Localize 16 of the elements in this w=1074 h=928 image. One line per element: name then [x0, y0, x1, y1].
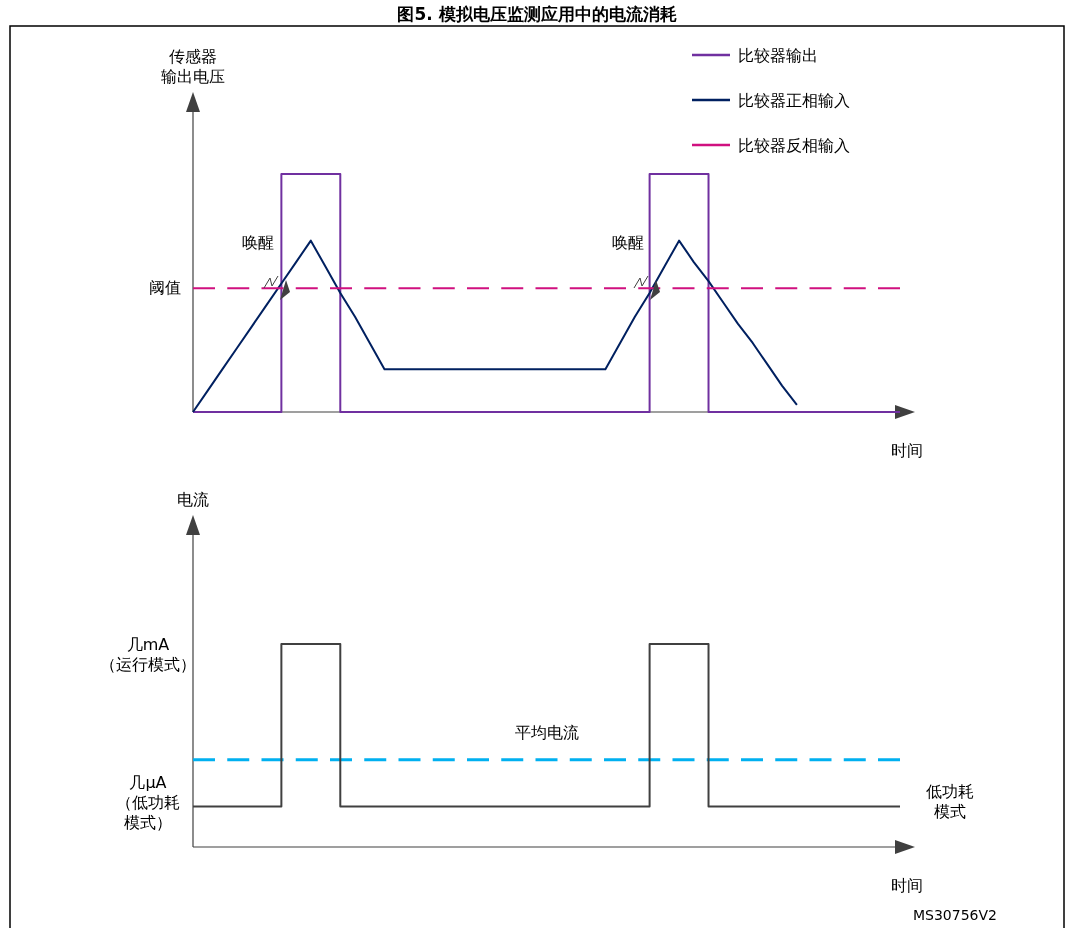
- legend-label: 比较器输出: [738, 46, 818, 65]
- ref-line-label: 平均电流: [514, 722, 579, 742]
- chart-title: 图5. 模拟电压监测应用中的电流消耗: [397, 4, 677, 24]
- annotation: 唤醒: [242, 233, 274, 252]
- x-axis-title: 时间: [891, 441, 923, 460]
- text: 阈值: [149, 278, 181, 297]
- y-axis-title: 电流: [177, 490, 209, 509]
- x-axis-title: 时间: [891, 876, 923, 895]
- annotation: 唤醒: [612, 233, 644, 252]
- text: 低功耗模式: [926, 782, 974, 821]
- y-axis-title: 传感器输出电压: [161, 47, 225, 86]
- text: 几μA（低功耗模式）: [116, 773, 180, 832]
- legend-label: 比较器反相输入: [738, 136, 850, 155]
- legend-label: 比较器正相输入: [738, 91, 850, 110]
- annotation: 几mA（运行模式）: [100, 635, 196, 674]
- text: MS30756V2: [913, 907, 997, 923]
